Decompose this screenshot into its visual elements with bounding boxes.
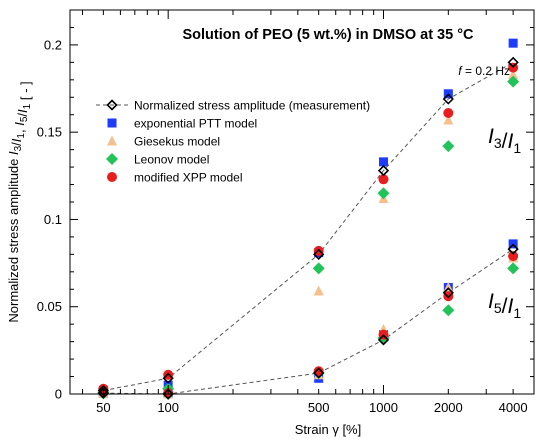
- legend-marker: [106, 153, 118, 165]
- x-axis-label: Strain γ [%]: [295, 422, 361, 437]
- y-tick-label: 0.05: [37, 299, 62, 314]
- legend-marker: [107, 172, 117, 182]
- trend-line-i5-i1: [103, 248, 514, 395]
- data-point: [508, 69, 519, 80]
- y-tick-label: 0.15: [37, 125, 62, 140]
- chart-title: Solution of PEO (5 wt.%) in DMSO at 35 °…: [183, 27, 475, 43]
- data-point: [508, 251, 519, 262]
- data-point: [508, 38, 518, 48]
- x-tick-label: 4000: [499, 400, 528, 415]
- data-point: [507, 56, 519, 68]
- data-point: [507, 75, 520, 88]
- data-point: [443, 107, 454, 118]
- data-point: [97, 387, 109, 399]
- data-point: [313, 285, 324, 296]
- legend-marker: [107, 135, 117, 146]
- legend: Normalized stress amplitude (measurement…: [96, 99, 370, 185]
- data-point: [443, 282, 454, 293]
- data-point: [377, 187, 390, 200]
- axis-ticks: 0 0.05 0.1 0.15 0.2 50 100 500 1000 2000 4000: [37, 9, 535, 415]
- x-tick-label: 50: [96, 400, 110, 415]
- data-point: [507, 262, 520, 275]
- data-point: [378, 157, 388, 167]
- data-point: [442, 93, 454, 105]
- data-point: [442, 287, 454, 299]
- y-tick-label: 0: [55, 387, 62, 402]
- legend-label: modified XPP model: [134, 171, 243, 185]
- y-tick-label: 0.2: [44, 37, 62, 52]
- series-normalized-stress-amplitude-measurement: [97, 56, 519, 400]
- data-point: [97, 384, 109, 397]
- x-tick-label: 2000: [434, 400, 463, 415]
- data-point: [313, 248, 325, 260]
- data-point: [377, 164, 390, 177]
- data-point: [313, 367, 325, 379]
- y-tick-label: 0.1: [44, 212, 62, 227]
- data-point: [162, 388, 174, 400]
- data-point: [442, 304, 455, 317]
- legend-marker: [107, 118, 117, 128]
- trend-lines: [103, 61, 514, 395]
- legend-label: exponential PTT model: [134, 117, 257, 131]
- x-tick-label: 500: [308, 400, 330, 415]
- data-point: [313, 366, 324, 377]
- legend-label: Giesekus model: [134, 135, 220, 149]
- data-markers: [97, 38, 520, 400]
- legend-label: Leonov model: [134, 153, 209, 167]
- data-point: [312, 262, 325, 275]
- legend-marker: [106, 99, 118, 111]
- frequency-label: f = 0.2 Hz: [458, 64, 510, 78]
- data-point: [377, 334, 390, 346]
- annotation-i5-i1: I5/I1: [488, 290, 521, 321]
- y-axis-label: Normalized stress amplitude I3/I1, I5/I1…: [6, 81, 33, 322]
- data-point: [162, 372, 174, 384]
- data-point: [378, 174, 389, 185]
- data-point: [442, 140, 455, 153]
- annotation-i3-i1: I3/I1: [488, 125, 521, 156]
- data-point: [507, 243, 519, 255]
- data-point: [443, 114, 454, 125]
- x-tick-label: 100: [157, 400, 179, 415]
- x-tick-label: 1000: [369, 400, 398, 415]
- legend-label: Normalized stress amplitude (measurement…: [134, 99, 370, 113]
